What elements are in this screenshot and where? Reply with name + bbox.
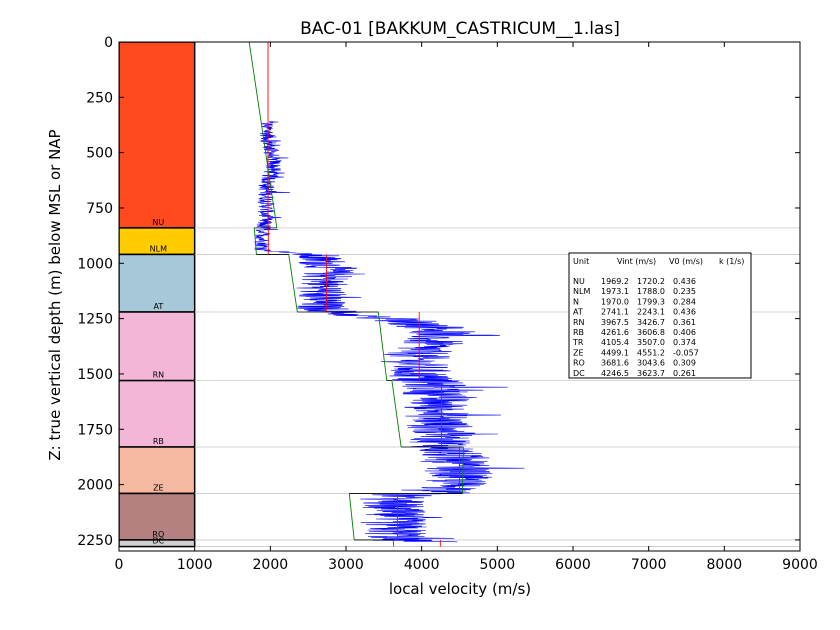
legend-row-cell: 0.374 xyxy=(673,338,696,347)
legend-row-cell: 4499.1 xyxy=(601,348,629,357)
y-tick-label: 1250 xyxy=(77,312,113,328)
y-tick-label: 2250 xyxy=(77,533,113,549)
legend-row-cell: 3681.6 xyxy=(601,359,629,368)
unit-label-nlm: NLM xyxy=(150,244,167,253)
legend-row-cell: -0.057 xyxy=(673,348,699,357)
legend-header-cell: V0 (m/s) xyxy=(669,257,703,266)
legend-row-cell: 0.436 xyxy=(673,308,696,317)
unit-block-rb xyxy=(119,379,196,448)
unit-label-at: AT xyxy=(153,302,163,311)
legend-row-cell: 3426.7 xyxy=(637,318,665,327)
y-tick-label: 1500 xyxy=(77,367,113,383)
legend-row-cell: 3606.8 xyxy=(637,328,665,337)
legend-row-cell: 0.261 xyxy=(673,369,696,378)
x-tick-label: 0 xyxy=(115,557,124,573)
unit-label-rb: RB xyxy=(153,437,164,446)
legend-row-cell: 1720.2 xyxy=(637,277,665,286)
linear-trend-ze xyxy=(462,446,464,494)
unit-label-rn: RN xyxy=(153,371,165,380)
legend-row-cell: 0.361 xyxy=(673,318,696,327)
legend-row-cell: 1970.0 xyxy=(601,297,629,306)
linear-trend-nu xyxy=(248,42,278,228)
legend-row-cell: RO xyxy=(573,359,585,368)
y-tick-label: 1000 xyxy=(77,256,113,272)
legend-row-cell: 0.309 xyxy=(673,359,696,368)
legend-box xyxy=(568,252,752,379)
x-tick-label: 5000 xyxy=(480,557,516,573)
unit-block-nu xyxy=(119,42,196,229)
legend-row-cell: AT xyxy=(573,308,583,317)
y-tick-label: 750 xyxy=(86,201,113,217)
legend-row-cell: 4105.4 xyxy=(601,338,629,347)
legend-row-cell: 3967.5 xyxy=(601,318,629,327)
legend-row-cell: DC xyxy=(573,369,585,378)
legend-row-cell: 1799.3 xyxy=(637,297,665,306)
legend-row-cell: 2741.1 xyxy=(601,308,629,317)
legend-row-cell: 0.284 xyxy=(673,297,696,306)
legend-header-cell: Vint (m/s) xyxy=(617,257,656,266)
x-tick-label: 7000 xyxy=(631,557,667,573)
y-tick-label: 0 xyxy=(104,35,113,51)
x-axis-label: local velocity (m/s) xyxy=(389,580,531,598)
legend-header-cell: k (1/s) xyxy=(719,257,744,266)
unit-block-at xyxy=(119,253,196,313)
legend-row-cell: RN xyxy=(573,318,585,327)
legend-row-cell: TR xyxy=(572,338,584,347)
legend-row-cell: 3043.6 xyxy=(637,359,665,368)
linear-trend-nlm xyxy=(253,227,257,255)
legend-row-cell: 1788.0 xyxy=(637,287,665,296)
x-tick-label: 8000 xyxy=(707,557,743,573)
plot-frame xyxy=(118,41,801,552)
linear-trend-at xyxy=(288,254,298,313)
linear-trend-ro xyxy=(348,493,355,540)
legend-header-cell: Unit xyxy=(573,257,589,266)
legend-row-cell: NLM xyxy=(573,287,590,296)
legend-row-cell: N xyxy=(573,297,579,306)
legend-row-cell: 1973.1 xyxy=(601,287,629,296)
y-tick-label: 1750 xyxy=(77,422,113,438)
unit-label-dc: DC xyxy=(152,537,164,546)
linear-trend-dc xyxy=(392,539,395,547)
unit-block-nlm xyxy=(119,227,196,256)
linear-trend-rb xyxy=(391,380,402,448)
legend-row-cell: RB xyxy=(573,328,584,337)
legend-row-cell: 0.436 xyxy=(673,277,696,286)
x-tick-label: 6000 xyxy=(555,557,591,573)
legend-row-cell: 0.406 xyxy=(673,328,696,337)
legend-row-cell: NU xyxy=(573,277,585,286)
legend-row-cell: 4246.5 xyxy=(601,369,629,378)
legend-row-cell: 3623.7 xyxy=(637,369,665,378)
velocity-log-line xyxy=(254,121,525,543)
chart-title: BAC-01 [BAKKUM_CASTRICUM__1.las] xyxy=(300,19,620,39)
y-tick-label: 250 xyxy=(86,90,113,106)
legend-row-cell: 0.235 xyxy=(673,287,696,296)
legend-row-cell: 2243.1 xyxy=(637,308,665,317)
y-tick-label: 500 xyxy=(86,146,113,162)
x-tick-label: 2000 xyxy=(253,557,289,573)
unit-label-ze: ZE xyxy=(153,483,164,492)
legend-row-cell: ZE xyxy=(573,348,584,357)
legend-row-cell: 3507.0 xyxy=(637,338,665,347)
legend: Unit Vint (m/s) V0 (m/s) k (1/s) NU 1969.2 172… xyxy=(568,252,752,379)
unit-block-dc xyxy=(119,539,196,548)
y-tick-label: 2000 xyxy=(77,478,113,494)
legend-row-cell: 1969.2 xyxy=(601,277,629,286)
x-tick-label: 4000 xyxy=(404,557,440,573)
unit-block-ze xyxy=(119,446,196,495)
x-tick-label: 9000 xyxy=(782,557,818,573)
unit-label-ro: RO xyxy=(152,530,164,539)
linear-trend-rn xyxy=(377,311,388,381)
y-axis-label: Z: true vertical depth (m) below MSL or … xyxy=(46,129,64,460)
x-tick-label: 3000 xyxy=(328,557,364,573)
legend-row-cell: 4551.2 xyxy=(637,348,665,357)
legend-row-cell: 4261.6 xyxy=(601,328,629,337)
x-tick-label: 1000 xyxy=(177,557,213,573)
unit-label-nu: NU xyxy=(152,218,164,227)
